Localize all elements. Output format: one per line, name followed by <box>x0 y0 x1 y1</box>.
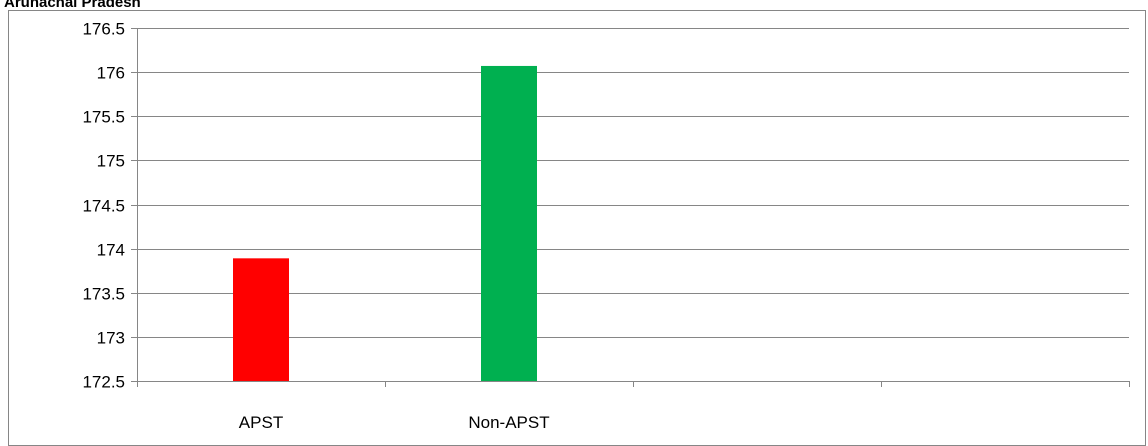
y-axis-ticks: 172.5 173 173.5 174 174.5 175 175.5 176 176.5 <box>82 20 137 392</box>
bars <box>233 65 537 381</box>
x-tick-label: APST <box>239 413 283 432</box>
bar-non-apst <box>481 65 537 381</box>
y-tick-label: 173 <box>97 329 125 348</box>
y-tick-label: 173.5 <box>82 285 125 304</box>
y-tick-label: 176.5 <box>82 20 125 39</box>
y-tick-label: 175 <box>97 152 125 171</box>
y-tick-label: 176 <box>97 64 125 83</box>
gridlines <box>137 28 1129 338</box>
chart-title: Arunachal Pradesh <box>4 0 141 11</box>
y-tick-label: 174 <box>97 241 125 260</box>
y-tick-label: 175.5 <box>82 108 125 127</box>
bar-apst <box>233 258 289 381</box>
y-tick-label: 174.5 <box>82 197 125 216</box>
x-tick-label: Non-APST <box>468 413 549 432</box>
axes <box>137 28 1130 387</box>
y-tick-label: 172.5 <box>82 373 125 392</box>
x-axis-labels: APST Non-APST <box>239 413 550 432</box>
